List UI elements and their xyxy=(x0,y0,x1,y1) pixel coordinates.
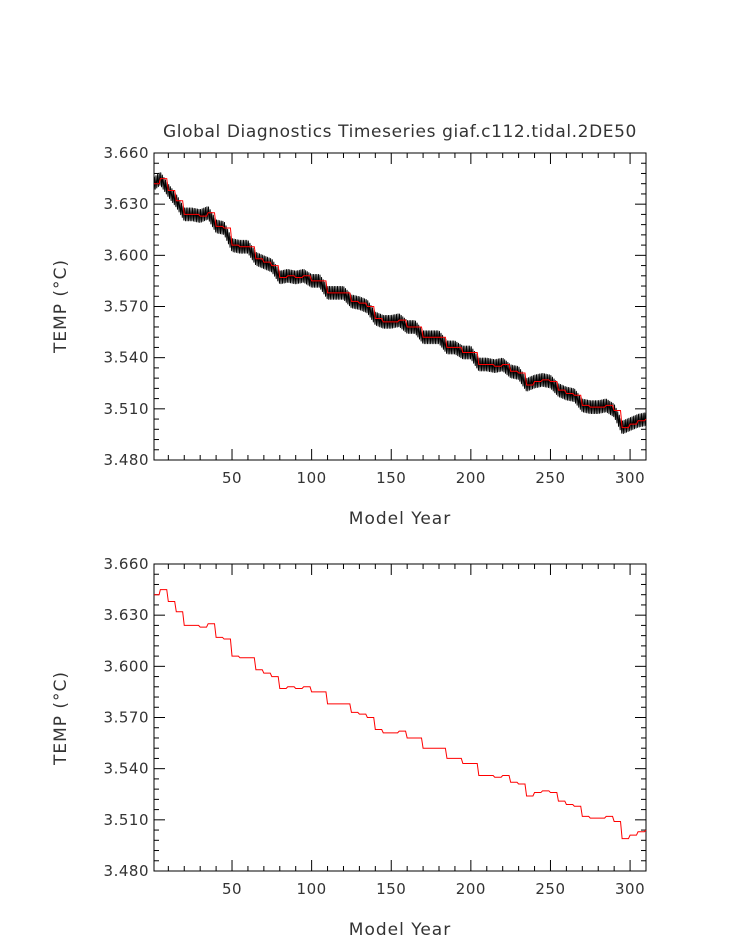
annual-series-line xyxy=(154,589,647,840)
x-tick-label: 150 xyxy=(376,880,406,898)
x-tick-label: 250 xyxy=(535,880,565,898)
x-tick-label: 50 xyxy=(222,469,242,487)
y-tick-label: 3.600 xyxy=(104,246,149,264)
y-tick-label: 3.510 xyxy=(104,400,149,418)
y-tick-label: 3.510 xyxy=(104,811,149,829)
top-chart: Global Diagnostics Timeseries giaf.c112.… xyxy=(51,122,647,529)
monthly-series-line xyxy=(153,172,647,434)
y-tick-label: 3.480 xyxy=(104,451,149,469)
y-axis-label: TEMP (°C) xyxy=(51,671,71,766)
y-axis-label: TEMP (°C) xyxy=(51,259,71,354)
y-tick-label: 3.600 xyxy=(104,657,149,675)
y-tick-label: 3.540 xyxy=(104,349,149,367)
y-tick-label: 3.570 xyxy=(104,709,149,727)
x-tick-label: 200 xyxy=(456,469,486,487)
x-axis-label: Model Year xyxy=(349,920,451,940)
x-tick-label: 150 xyxy=(376,469,406,487)
x-tick-label: 50 xyxy=(222,880,242,898)
x-axis-label: Model Year xyxy=(349,509,451,529)
x-tick-label: 250 xyxy=(535,469,565,487)
x-tick-label: 100 xyxy=(297,880,327,898)
plot-area: 50 100 150 200 250 300 3.480 3.510 3.540 3.570 3.6… xyxy=(104,144,647,487)
plot-frame xyxy=(153,563,647,872)
x-tick-label: 300 xyxy=(615,880,645,898)
plot-area: 50 100 150 200 250 300 3.480 3.510 3.540 3.570 3.6… xyxy=(104,555,647,898)
y-tick-label: 3.630 xyxy=(104,195,149,213)
y-tick-label: 3.630 xyxy=(104,606,149,624)
x-tick-label: 100 xyxy=(297,469,327,487)
x-tick-label: 300 xyxy=(615,469,645,487)
y-tick-label: 3.660 xyxy=(104,555,149,573)
chart-title: Global Diagnostics Timeseries giaf.c112.… xyxy=(163,122,637,142)
plot-frame xyxy=(153,152,647,461)
y-tick-label: 3.660 xyxy=(104,144,149,162)
annual-series-line xyxy=(154,178,647,429)
bottom-chart: Model Year TEMP (°C) 50 100 150 200 250 300 3.… xyxy=(51,555,647,940)
y-tick-label: 3.570 xyxy=(104,298,149,316)
y-tick-label: 3.540 xyxy=(104,760,149,778)
x-tick-label: 200 xyxy=(456,880,486,898)
y-tick-label: 3.480 xyxy=(104,862,149,880)
